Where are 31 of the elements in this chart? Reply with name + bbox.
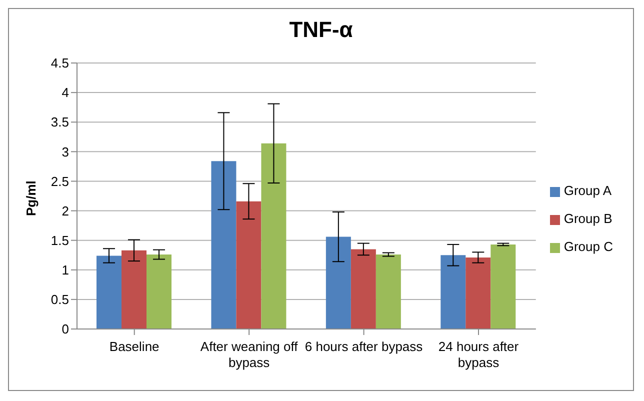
bar (211, 161, 236, 329)
x-tick-label: After weaning off bypass (200, 339, 298, 370)
bar (96, 256, 122, 329)
y-tick-label: 4 (62, 85, 69, 100)
chart-title: TNF-α (288, 16, 354, 44)
bar (261, 143, 286, 329)
y-axis-title: Pg/ml (24, 180, 39, 216)
x-tick-label: Baseline (109, 339, 160, 354)
x-tick-label: 6 hours after bypass (304, 339, 424, 354)
bar (440, 255, 466, 329)
bar (146, 254, 172, 329)
y-tick-label: 0.5 (50, 292, 69, 308)
y-tick-label: 3.5 (50, 114, 69, 130)
bar (490, 244, 516, 329)
y-tick-label: 4.5 (50, 56, 69, 71)
x-tick-label: 24 hours after bypass (438, 339, 520, 370)
y-tick-label: 2 (62, 203, 69, 218)
y-tick-label: 2.5 (50, 174, 69, 189)
legend-label: Group C (564, 239, 613, 254)
y-tick-label: 0 (62, 322, 69, 337)
bar (350, 249, 376, 329)
y-tick-label: 1.5 (50, 232, 69, 248)
bar (326, 236, 351, 329)
y-tick-label: 3 (62, 144, 69, 160)
y-tick-label: 1 (62, 262, 69, 278)
bar (466, 257, 491, 329)
legend-label: Group B (564, 211, 612, 226)
bar (376, 254, 401, 329)
legend-label: Group A (564, 183, 612, 198)
bar (236, 201, 262, 329)
bar (122, 250, 146, 329)
